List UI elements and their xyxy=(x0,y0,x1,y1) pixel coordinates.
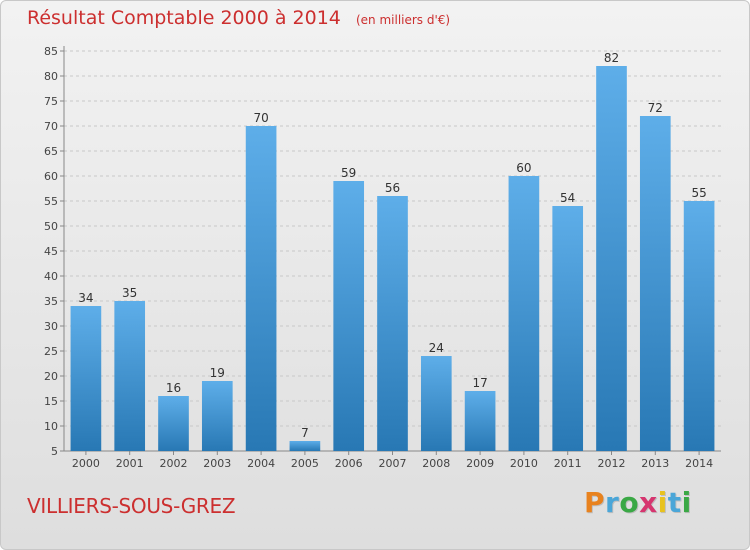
bar-2003 xyxy=(201,381,233,451)
y-tick-label: 75 xyxy=(44,95,58,108)
bar-2010 xyxy=(508,176,540,451)
chart-title: Résultat Comptable 2000 à 2014 xyxy=(27,7,341,29)
x-tick-label: 2002 xyxy=(160,457,188,470)
y-tick-label: 15 xyxy=(44,395,58,408)
bar-2004 xyxy=(245,126,277,451)
data-label: 82 xyxy=(604,51,619,65)
data-label: 72 xyxy=(648,101,663,115)
logo-letter: P xyxy=(584,486,606,519)
x-tick-label: 2006 xyxy=(335,457,363,470)
bar-2014 xyxy=(683,201,715,451)
bar-2000 xyxy=(70,306,102,451)
y-tick-label: 65 xyxy=(44,145,58,158)
y-tick-label: 60 xyxy=(44,170,58,183)
bar-2011 xyxy=(552,206,584,451)
data-label: 17 xyxy=(472,376,487,390)
data-label: 35 xyxy=(122,286,137,300)
bar-2002 xyxy=(158,396,189,451)
y-tick-label: 50 xyxy=(44,220,58,233)
data-label: 16 xyxy=(166,381,181,395)
data-label: 55 xyxy=(691,186,706,200)
proxiti-logo: Proxiti xyxy=(584,486,692,519)
location-name: VILLIERS-SOUS-GREZ xyxy=(27,494,236,518)
x-tick-label: 2011 xyxy=(554,457,582,470)
x-tick-label: 2000 xyxy=(72,457,100,470)
data-label: 7 xyxy=(301,426,309,440)
y-tick-label: 70 xyxy=(44,120,58,133)
x-tick-label: 2003 xyxy=(203,457,231,470)
logo-letter: o xyxy=(619,486,640,519)
data-label: 70 xyxy=(253,111,268,125)
chart-unit-label: (en milliers d'€) xyxy=(355,13,451,27)
logo-letter: r xyxy=(605,486,620,519)
x-tick-label: 2012 xyxy=(598,457,626,470)
bar-2007 xyxy=(377,196,408,451)
bar-2001 xyxy=(114,301,146,451)
logo-letter: t xyxy=(667,486,682,519)
bar-2013 xyxy=(639,116,671,451)
x-tick-label: 2004 xyxy=(247,457,275,470)
logo-letter: i xyxy=(681,486,692,519)
bar-2008 xyxy=(420,356,452,451)
x-tick-label: 2013 xyxy=(641,457,669,470)
logo-letter: i xyxy=(657,486,668,519)
data-label: 59 xyxy=(341,166,356,180)
chart-title-row: Résultat Comptable 2000 à 2014 (en milli… xyxy=(27,7,450,29)
x-tick-label: 2009 xyxy=(466,457,494,470)
bar-2005 xyxy=(289,441,321,451)
data-label: 24 xyxy=(429,341,444,355)
y-tick-label: 45 xyxy=(44,245,58,258)
data-label: 60 xyxy=(516,161,531,175)
x-tick-label: 2005 xyxy=(291,457,319,470)
bar-2006 xyxy=(333,181,365,451)
x-tick-label: 2008 xyxy=(422,457,450,470)
y-tick-label: 5 xyxy=(51,445,58,458)
y-tick-label: 80 xyxy=(44,70,58,83)
data-label: 34 xyxy=(78,291,93,305)
x-tick-label: 2001 xyxy=(116,457,144,470)
y-tick-label: 20 xyxy=(44,370,58,383)
y-tick-label: 55 xyxy=(44,195,58,208)
y-tick-label: 85 xyxy=(44,45,58,58)
x-tick-label: 2010 xyxy=(510,457,538,470)
y-tick-label: 30 xyxy=(44,320,58,333)
x-tick-label: 2014 xyxy=(685,457,713,470)
y-tick-label: 10 xyxy=(44,420,58,433)
data-label: 56 xyxy=(385,181,400,195)
bar-2009 xyxy=(464,391,496,451)
data-label: 54 xyxy=(560,191,575,205)
data-label: 19 xyxy=(210,366,225,380)
y-tick-label: 40 xyxy=(44,270,58,283)
bar-2012 xyxy=(596,66,627,451)
x-tick-label: 2007 xyxy=(379,457,407,470)
y-tick-label: 35 xyxy=(44,295,58,308)
logo-letter: x xyxy=(639,486,658,519)
y-tick-label: 25 xyxy=(44,345,58,358)
